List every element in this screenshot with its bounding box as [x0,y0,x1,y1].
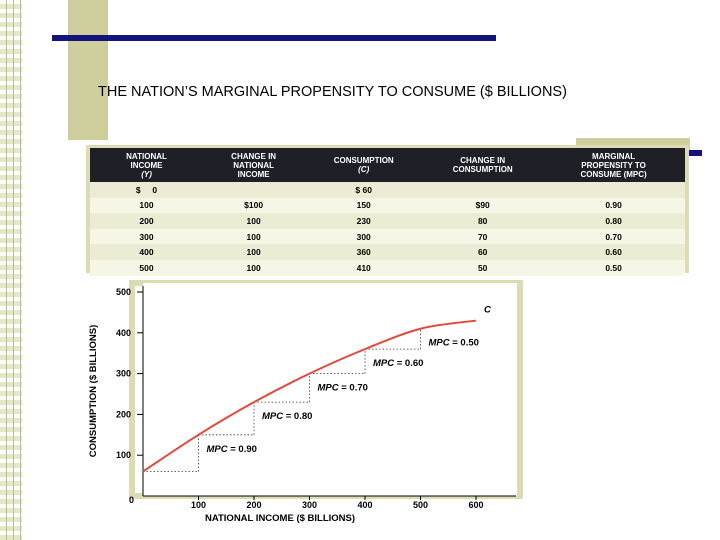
header-line: NATIONAL [126,151,167,161]
table-cell: 100 [203,228,305,245]
header-line: (Y) [141,169,152,179]
table-row: 500 100 410 50 0.50 [90,259,685,276]
table-cell: 0.50 [542,259,685,276]
header-line: NATIONAL [233,160,274,170]
decorative-rule-top [52,35,496,41]
decorative-tan-bar [68,0,108,140]
table-cell [203,182,305,198]
table-cell: $ 60 [304,182,424,198]
table-row: 300 100 300 70 0.70 [90,228,685,245]
header-line: PROPENSITY TO [581,160,646,170]
table-cell: 100 [90,197,204,214]
y-tick-label: 300 [116,369,131,379]
plot-area [143,283,517,496]
decorative-stripe [0,0,22,540]
table-cell: 100 [203,244,305,260]
x-tick-label: 500 [413,500,428,510]
x-tick-label: 200 [246,500,261,510]
table-cell: $ 0 [90,182,204,198]
table-row: 100 $100 150 $90 0.90 [90,197,685,214]
mpc-annotation: MPC = 0.80 [262,411,312,422]
y-tick-label: 200 [116,409,131,419]
header-line: CONSUME (MPC) [580,169,647,179]
table-row: $ 0 $ 60 [90,182,685,198]
header-line: MARGINAL [592,151,636,161]
header-line: CHANGE IN [460,156,506,165]
table-row: 200 100 230 80 0.80 [90,213,685,229]
mpc-annotation: MPC = 0.70 [318,383,368,394]
y-tick-label: 0 [129,495,134,505]
table-cell: 400 [90,244,204,260]
table-cell: 410 [304,259,424,276]
mpc-annotation: MPC = 0.50 [429,338,479,349]
y-tick-label: 400 [116,328,131,338]
header-mpc: MARGINAL PROPENSITY TO CONSUME (MPC) [542,148,685,182]
table-cell: 0.80 [542,213,685,229]
table-cell: 230 [304,213,424,229]
x-tick-label: 300 [302,500,317,510]
x-tick-label: 600 [468,500,483,510]
header-change-consumption: CHANGE IN CONSUMPTION [423,148,543,182]
table-cell: 0.90 [542,197,685,214]
header-line: INCOME [237,169,270,179]
table-cell: 60 [423,244,543,260]
header-line: INCOME [130,160,163,170]
header-line: CONSUMPTION [452,165,513,174]
series-label-c: C [484,305,491,316]
y-axis-label: CONSUMPTION ($ BILLIONS) [88,325,99,457]
mpc-annotation: MPC = 0.60 [373,358,423,369]
table-cell: 300 [304,228,424,245]
table-cell: $100 [203,197,305,214]
y-tick-label: 100 [116,450,131,460]
table-cell: 500 [90,259,204,276]
table-row: 400 100 360 60 0.60 [90,244,685,260]
consumption-curve [142,319,477,473]
y-tick-label: 500 [116,287,131,297]
table-header-row: NATIONAL INCOME (Y) CHANGE IN NATIONAL I… [90,148,685,182]
table-cell: 0.70 [542,228,685,245]
table-cell: 150 [304,197,424,214]
table-cell: 200 [90,213,204,229]
table-cell: 70 [423,228,543,245]
header-line: (C) [358,165,370,174]
x-axis-label: NATIONAL INCOME ($ BILLIONS) [205,513,355,524]
table-cell: $90 [423,197,543,214]
x-tick-label: 400 [357,500,372,510]
header-consumption: CONSUMPTION (C) [304,148,424,182]
table-cell: 100 [203,213,305,229]
mpc-table: NATIONAL INCOME (Y) CHANGE IN NATIONAL I… [90,148,685,276]
header-line: CONSUMPTION [333,156,394,165]
table-cell: 100 [203,259,305,276]
table-cell: 300 [90,228,204,245]
page-title: THE NATION’S MARGINAL PROPENSITY TO CONS… [98,84,567,100]
header-national-income: NATIONAL INCOME (Y) [90,148,204,182]
header-change-national-income: CHANGE IN NATIONAL INCOME [203,148,305,182]
table-cell: 80 [423,213,543,229]
mpc-annotation: MPC = 0.90 [207,444,257,455]
table-cell: 360 [304,244,424,260]
table-cell: 0.60 [542,244,685,260]
table-cell [542,182,685,198]
x-tick-label: 100 [191,500,206,510]
mpc-table-panel: NATIONAL INCOME (Y) CHANGE IN NATIONAL I… [86,145,689,276]
header-line: CHANGE IN [231,151,277,161]
table-cell [423,182,543,198]
table-cell: 50 [423,259,543,276]
